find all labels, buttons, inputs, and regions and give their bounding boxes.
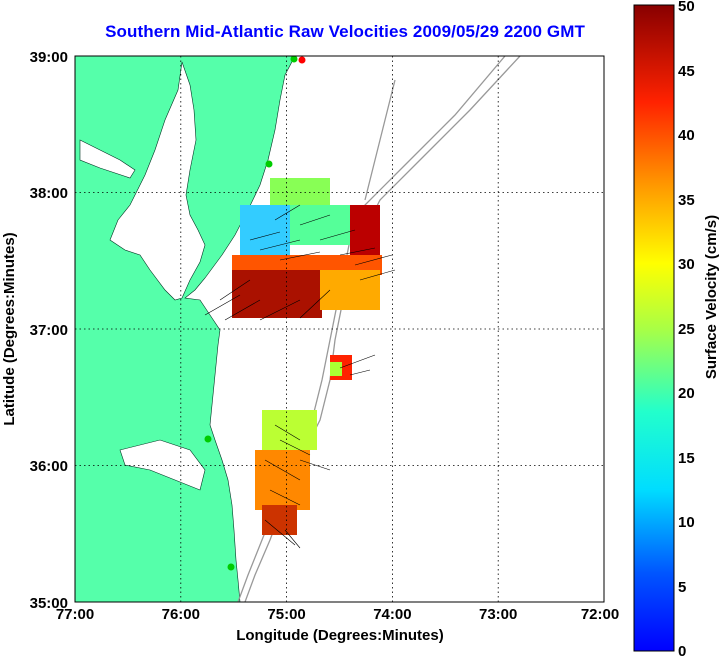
colorbar-label: Surface Velocity (cm/s): [703, 215, 720, 379]
x-axis-label: Longitude (Degrees:Minutes): [236, 627, 444, 644]
y-tick: 37:00: [30, 322, 68, 339]
x-tick: 75:00: [267, 606, 305, 623]
x-tick: 73:00: [479, 606, 517, 623]
plot-frame: [74, 55, 605, 603]
colorbar: [633, 4, 675, 652]
colorbar-tick: 15: [678, 450, 695, 467]
y-tick: 36:00: [30, 458, 68, 475]
colorbar-tick: 50: [678, 0, 695, 15]
x-tick: 72:00: [581, 606, 619, 623]
colorbar-tick: 5: [678, 579, 686, 596]
radar-stations: [204, 55, 306, 571]
colorbar-tick: 25: [678, 321, 695, 338]
colorbar-tick: 30: [678, 256, 695, 273]
colorbar-tick-labels: 50 45 40 35 30 25 20 15 10 5 0: [678, 0, 695, 659]
y-axis-label: Latitude (Degrees:Minutes): [1, 232, 18, 425]
velocity-field-north: [232, 178, 382, 318]
colorbar-tick: 35: [678, 192, 695, 209]
map-title: Southern Mid-Atlantic Raw Velocities 200…: [105, 22, 585, 41]
y-tick: 39:00: [30, 49, 68, 66]
velocity-vectors: [204, 204, 396, 549]
bay-inlet: [79, 139, 136, 179]
y-tick: 35:00: [30, 595, 68, 612]
colorbar-tick: 0: [678, 643, 686, 659]
colorbar-tick: 45: [678, 63, 695, 80]
chesapeake-bay: [109, 61, 206, 301]
colorbar-tick: 20: [678, 385, 695, 402]
x-tick: 76:00: [162, 606, 200, 623]
colorbar-tick: 10: [678, 514, 695, 531]
x-tick-labels: 77:00 76:00 75:00 74:00 73:00 72:00: [56, 606, 619, 623]
y-tick: 38:00: [30, 185, 68, 202]
grid-lines: [75, 56, 604, 602]
x-tick: 77:00: [56, 606, 94, 623]
sound-water: [119, 439, 206, 491]
x-tick: 74:00: [373, 606, 411, 623]
y-tick-labels: 39:00 38:00 37:00 36:00 35:00: [30, 49, 68, 612]
colorbar-tick: 40: [678, 127, 695, 144]
